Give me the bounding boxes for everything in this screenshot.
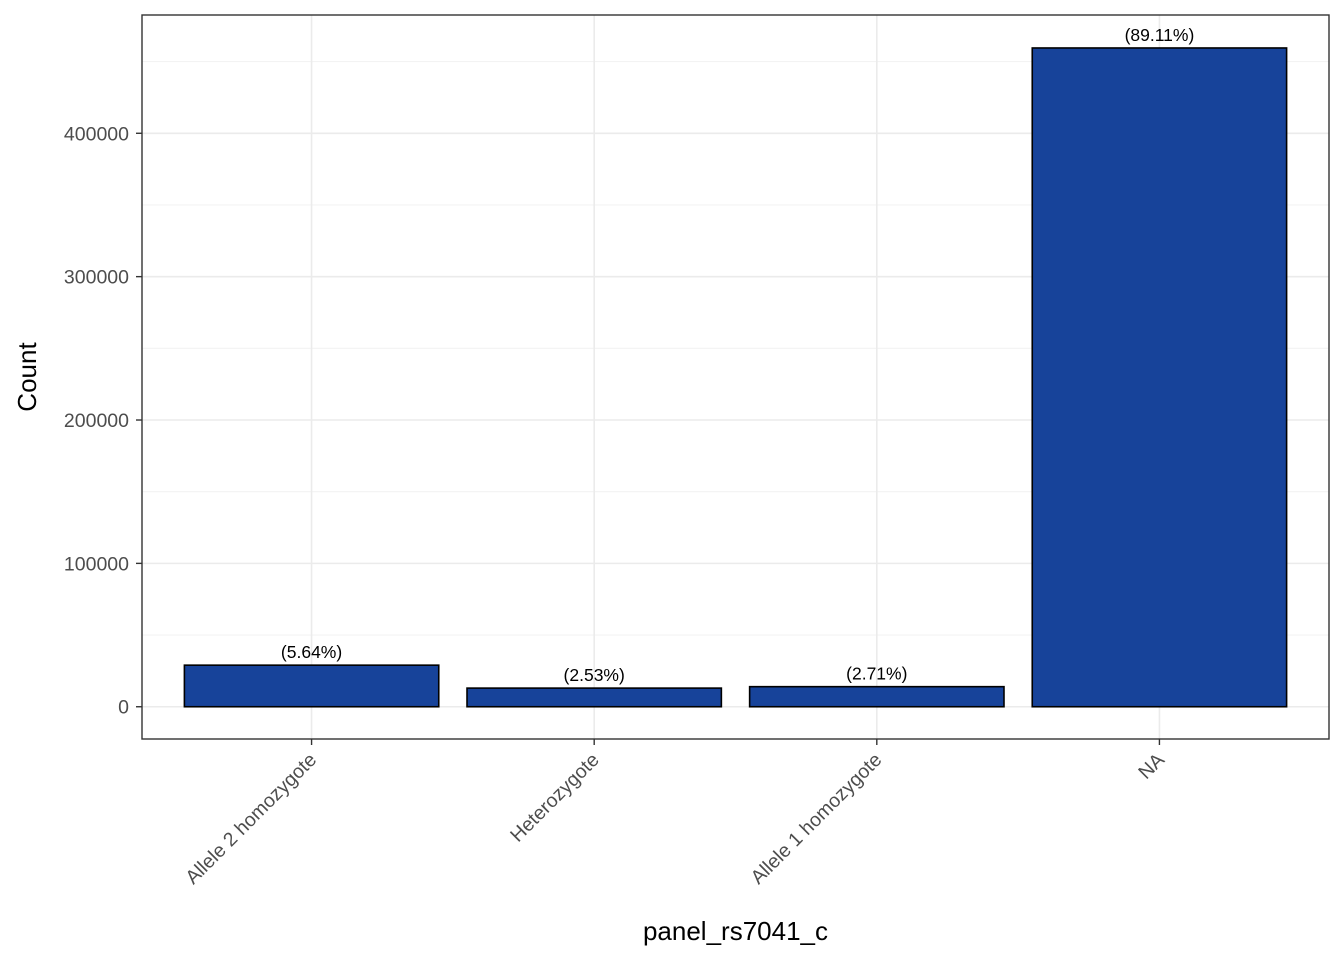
bar-3 xyxy=(1031,47,1288,708)
bar-0 xyxy=(183,664,440,708)
bars xyxy=(183,47,1288,708)
y-tick-label-3: 300000 xyxy=(64,267,129,289)
data-labels: (5.64%) (2.53%) (2.71%) (89.11%) xyxy=(281,25,1194,685)
y-tick-label-0: 0 xyxy=(118,697,129,719)
y-axis: 0 100000 200000 300000 400000 xyxy=(64,123,142,719)
bar-1 xyxy=(466,687,723,708)
y-tick-label-2: 200000 xyxy=(64,410,129,432)
data-label-2: (2.71%) xyxy=(846,664,907,684)
data-label-1: (2.53%) xyxy=(564,665,625,685)
panel-border xyxy=(141,14,1330,740)
y-tick-label-4: 400000 xyxy=(64,123,129,145)
y-axis-title: Count xyxy=(12,342,42,412)
bar-2 xyxy=(748,685,1005,708)
data-label-0: (5.64%) xyxy=(281,642,342,662)
x-axis-title: panel_rs7041_c xyxy=(643,916,828,946)
y-tick-label-1: 100000 xyxy=(64,553,129,575)
data-label-3: (89.11%) xyxy=(1125,25,1195,45)
